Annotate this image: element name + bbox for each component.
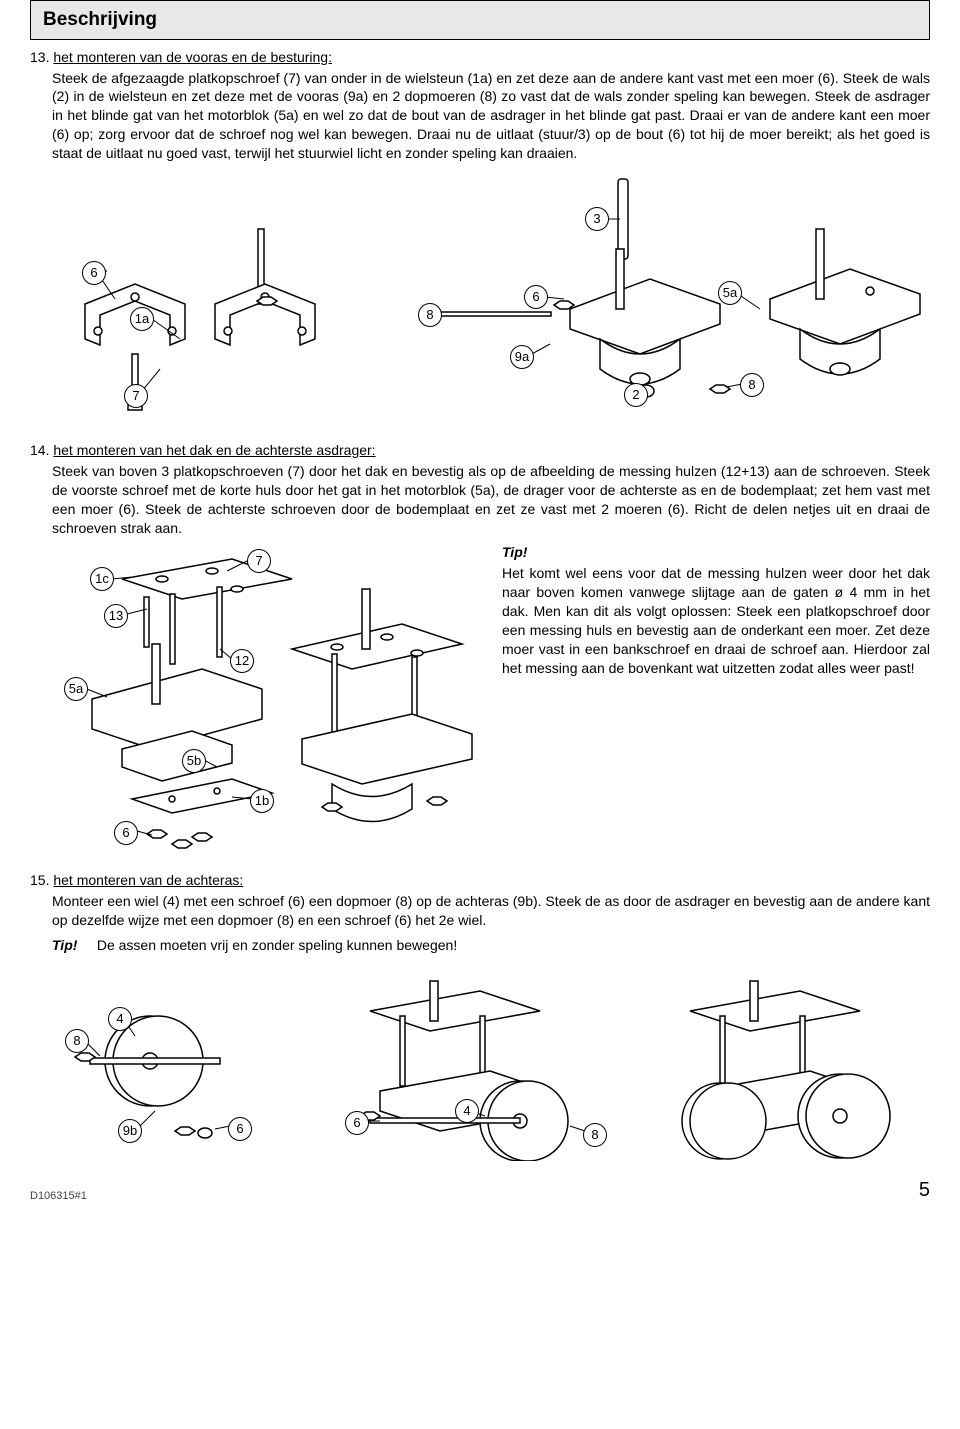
label-3: 3 — [585, 207, 609, 231]
page-footer: D106315#1 5 — [30, 1177, 930, 1204]
label-9a: 9a — [510, 345, 534, 369]
header-title: Beschrijving — [43, 7, 917, 33]
step14-content: 1c 7 13 5a 12 5b 1b 6 Tip! Het komt wel … — [52, 543, 930, 871]
step13-title: het monteren van de vooras en de besturi… — [53, 49, 332, 65]
step15-title: het monteren van de achteras: — [53, 872, 243, 888]
step14-heading: 14. het monteren van het dak en de achte… — [30, 441, 930, 460]
label-8: 8 — [65, 1029, 89, 1053]
label-8b: 8 — [740, 373, 764, 397]
label-6b: 6 — [345, 1111, 369, 1135]
tip-label: Tip! — [502, 544, 527, 560]
label-6b: 6 — [524, 285, 548, 309]
description-header: Beschrijving — [30, 0, 930, 40]
step15-tip-body: De assen moeten vrij en zonder speling k… — [97, 937, 457, 953]
label-8: 8 — [418, 303, 442, 327]
step15-heading: 15. het monteren van de achteras: — [30, 871, 930, 890]
label-8b: 8 — [583, 1123, 607, 1147]
step14-num: 14. — [30, 442, 49, 458]
label-6: 6 — [228, 1117, 252, 1141]
step13-diagram: 6 1a 7 3 8 6 9a 2 8 5a — [30, 169, 930, 429]
step15-tip: Tip! De assen moeten vrij en zonder spel… — [52, 936, 930, 955]
label-2: 2 — [624, 383, 648, 407]
page-number: 5 — [919, 1177, 930, 1204]
step14-title: het monteren van het dak en de achterste… — [53, 442, 375, 458]
step14-body: Steek van boven 3 platkopschroeven (7) d… — [52, 462, 930, 538]
step13-num: 13. — [30, 49, 49, 65]
step13-heading: 13. het monteren van de vooras en de bes… — [30, 48, 930, 67]
step15-num: 15. — [30, 872, 49, 888]
step13-body: Steek de afgezaagde platkopschroef (7) v… — [52, 69, 930, 163]
label-4: 4 — [108, 1007, 132, 1031]
label-4b: 4 — [455, 1099, 479, 1123]
tip-label-15: Tip! — [52, 937, 77, 953]
step14-tip-body: Het komt wel eens voor dat de messing hu… — [502, 564, 930, 677]
step15-body: Monteer een wiel (4) met een schroef (6)… — [52, 892, 930, 930]
label-1a: 1a — [130, 307, 154, 331]
doc-id: D106315#1 — [30, 1189, 87, 1204]
label-5a: 5a — [718, 281, 742, 305]
step15-diagram: 8 4 9b 6 6 4 8 — [30, 961, 930, 1161]
label-6: 6 — [82, 261, 106, 285]
label-9b: 9b — [118, 1119, 142, 1143]
label-7: 7 — [124, 384, 148, 408]
